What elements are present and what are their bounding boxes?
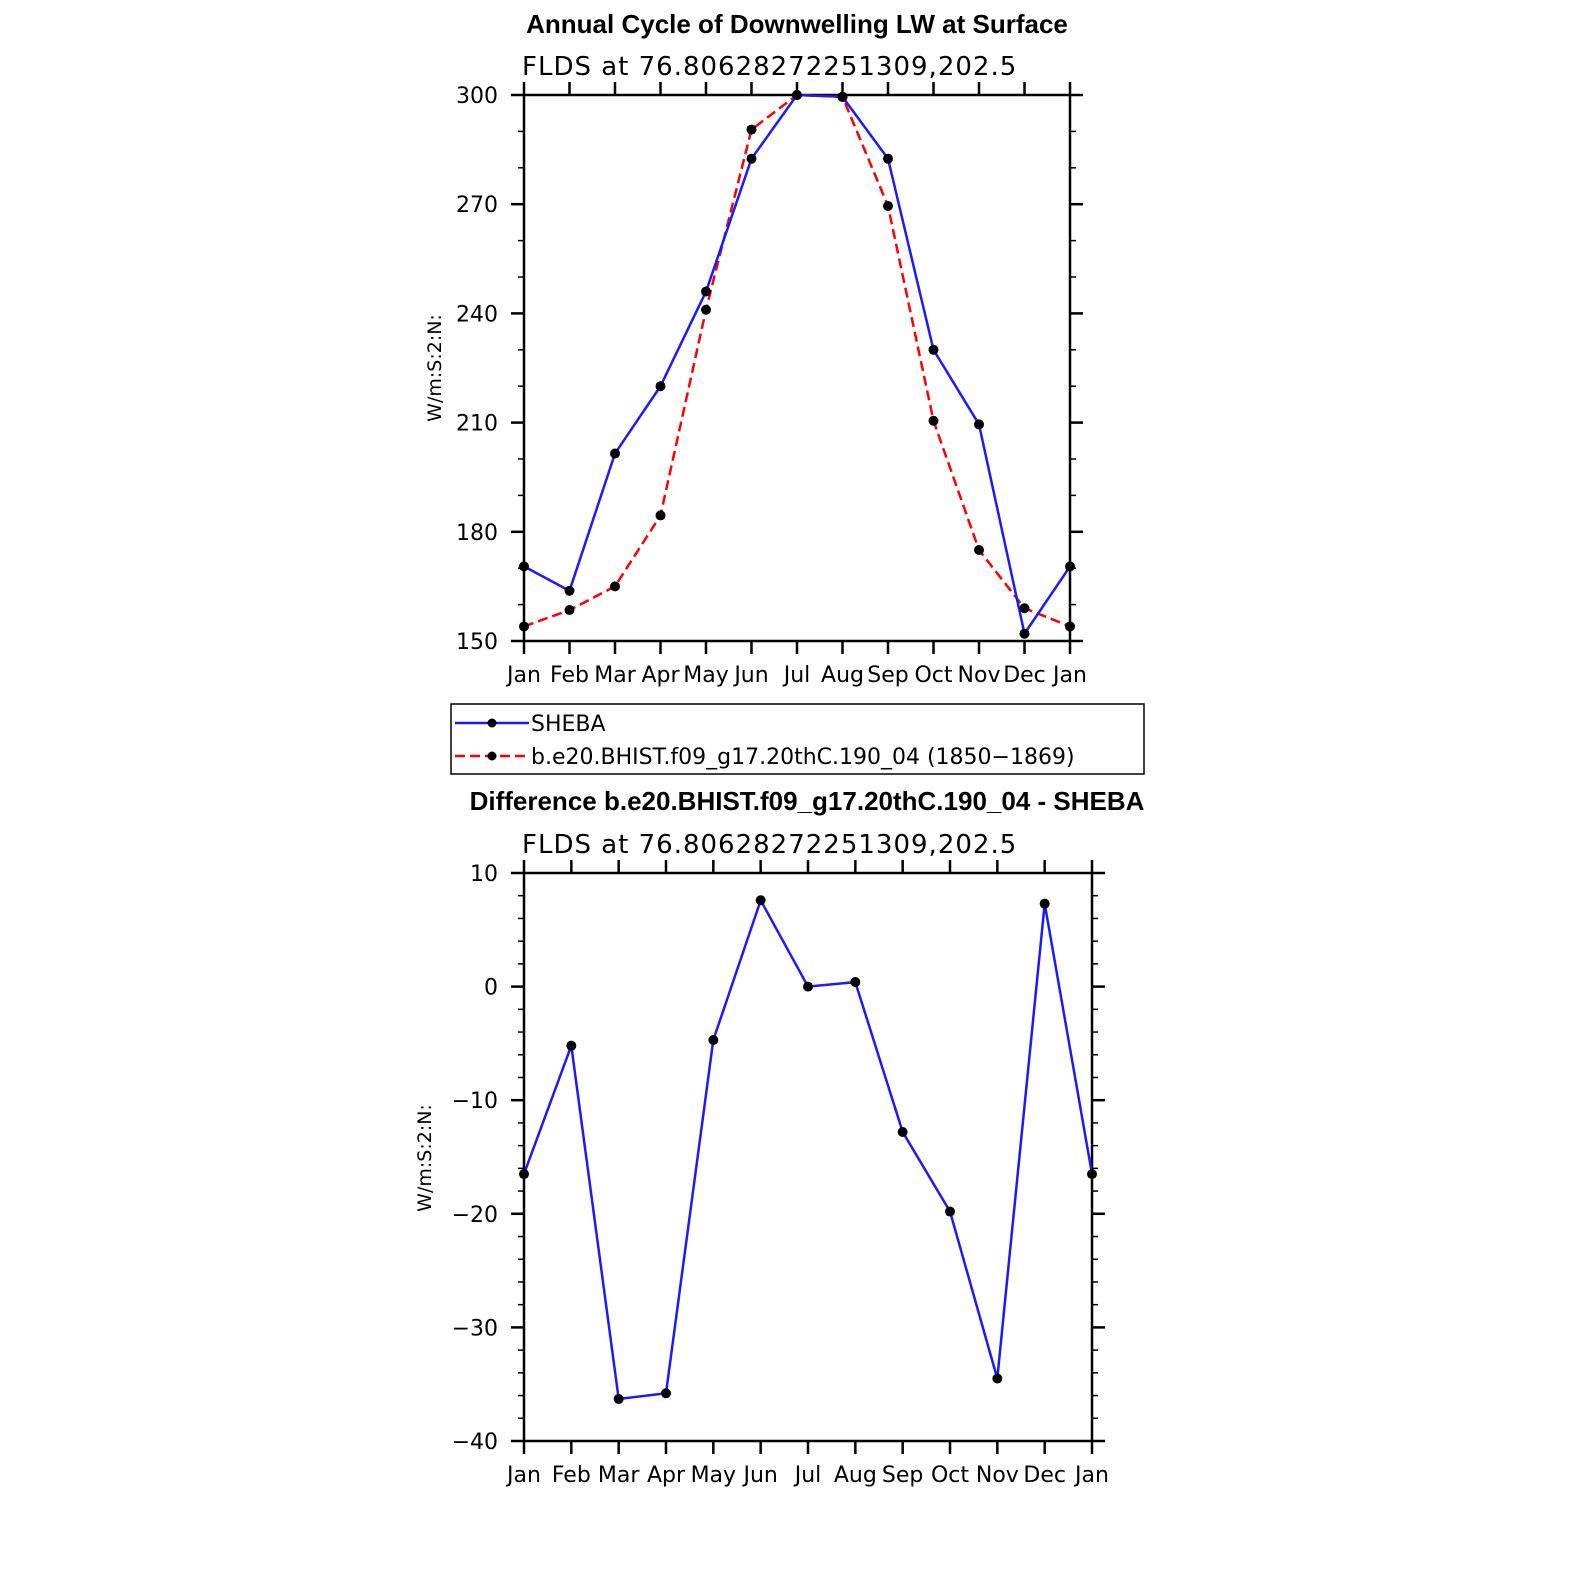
data-point <box>564 605 575 616</box>
data-point <box>974 545 984 555</box>
data-point <box>803 981 813 992</box>
legend-marker-sheba <box>487 718 497 728</box>
x-tick-label: Jan <box>505 1463 541 1488</box>
x-tick-label: Jul <box>793 1463 822 1488</box>
data-point <box>746 124 757 135</box>
data-point <box>755 895 766 906</box>
data-point <box>519 621 529 632</box>
chart-title: Annual Cycle of Downwelling LW at Surfac… <box>526 9 1068 39</box>
legend-box <box>450 703 1145 775</box>
x-tick-label: Oct <box>914 663 952 688</box>
x-tick-label: Dec <box>1023 1463 1066 1488</box>
data-point <box>519 1169 529 1180</box>
data-point <box>850 977 861 988</box>
x-tick-label: Nov <box>976 1463 1019 1488</box>
y-tick-label: 300 <box>456 84 498 109</box>
x-tick-label: Jun <box>741 1463 777 1488</box>
x-tick-label: Feb <box>552 1463 591 1488</box>
x-tick-label: Mar <box>598 1463 640 1488</box>
data-point <box>701 304 711 315</box>
legend-label-sheba: SHEBA <box>531 712 606 737</box>
x-tick-label: Apr <box>641 663 680 688</box>
x-tick-label: May <box>683 663 728 688</box>
data-point <box>519 561 529 572</box>
data-point <box>655 381 666 392</box>
y-tick-label: 10 <box>470 862 498 887</box>
x-tick-label: Feb <box>550 663 589 688</box>
y-tick-label: −40 <box>452 1430 498 1455</box>
data-point <box>792 90 802 100</box>
data-point <box>1019 628 1030 639</box>
chart-subtitle: FLDS at 76.80628272251309,202.5 <box>522 830 1017 860</box>
x-tick-label: Nov <box>958 663 1001 688</box>
y-tick-label: 240 <box>456 302 498 327</box>
x-tick-label: Sep <box>882 1463 923 1488</box>
y-tick-label: 150 <box>456 630 498 655</box>
series-line <box>522 897 1094 1401</box>
legend-marker-model <box>487 751 497 761</box>
plot-frame <box>522 871 1094 1443</box>
data-point <box>746 153 757 164</box>
x-tick-label: Apr <box>647 1463 686 1488</box>
x-tick-label: Jul <box>782 663 811 688</box>
data-point <box>1087 1169 1097 1180</box>
data-point <box>613 1393 624 1404</box>
data-point <box>566 1040 577 1051</box>
x-tick-label: Jan <box>1073 1463 1109 1488</box>
plot-area: −40 −30 −20 −10 0 10 Jan Feb Mar Apr May Jun Jul Aug S… <box>452 860 1109 1488</box>
data-point <box>661 1388 671 1399</box>
data-point <box>928 415 939 426</box>
x-tick-label: Jun <box>732 663 768 688</box>
series-line <box>523 93 1072 637</box>
legend-entry-model: b.e20.BHIST.f09_g17.20thC.190_04 (1850−1… <box>455 745 1075 770</box>
data-point <box>1019 603 1030 614</box>
y-tick-label: 0 <box>484 976 498 1001</box>
x-tick-label: Mar <box>594 663 636 688</box>
data-point <box>610 581 620 592</box>
x-tick-label: May <box>691 1463 736 1488</box>
legend: SHEBA b.e20.BHIST.f09_g17.20thC.190_04 (… <box>450 703 1145 775</box>
data-point <box>610 448 620 459</box>
y-tick-label: −30 <box>452 1316 498 1341</box>
y-axis-label: W/m:S:2:N: <box>424 314 446 422</box>
x-tick-label: Oct <box>931 1463 969 1488</box>
data-point <box>945 1206 955 1217</box>
data-point <box>992 1373 1003 1384</box>
chart-title: Difference b.e20.BHIST.f09_g17.20thC.190… <box>470 786 1145 816</box>
y-tick-label: 270 <box>456 193 498 218</box>
y-tick-label: −20 <box>452 1203 498 1228</box>
data-point <box>883 153 893 164</box>
y-axis-label: W/m:S:2:N: <box>414 1104 436 1212</box>
x-tick-label: Dec <box>1003 663 1046 688</box>
annual-cycle-chart: Annual Cycle of Downwelling LW at Surfac… <box>424 9 1087 688</box>
data-point <box>655 510 666 521</box>
x-tick-label: Sep <box>867 663 908 688</box>
data-point <box>897 1127 908 1138</box>
data-point <box>837 91 848 102</box>
x-tick-label: Aug <box>821 663 864 688</box>
data-point <box>708 1034 719 1045</box>
plot-frame <box>522 93 1072 643</box>
y-tick-label: −10 <box>452 1089 498 1114</box>
data-point <box>883 201 893 212</box>
x-tick-label: Jan <box>1051 663 1087 688</box>
difference-chart: Difference b.e20.BHIST.f09_g17.20thC.190… <box>414 786 1145 1488</box>
chart-subtitle: FLDS at 76.80628272251309,202.5 <box>522 52 1017 82</box>
data-point <box>564 585 575 596</box>
y-tick-label: 210 <box>456 412 498 437</box>
series-line <box>523 93 1071 628</box>
data-point <box>1065 561 1075 572</box>
data-point <box>928 344 939 355</box>
legend-label-model: b.e20.BHIST.f09_g17.20thC.190_04 (1850−1… <box>531 745 1075 770</box>
data-point <box>974 419 984 430</box>
plot-area: 150 180 210 240 270 300 Jan Feb Mar Apr May Jun Jul A… <box>456 82 1087 688</box>
x-tick-label: Aug <box>834 1463 877 1488</box>
data-point <box>701 286 711 297</box>
data-point <box>1039 898 1050 909</box>
data-point <box>1065 621 1075 632</box>
x-tick-label: Jan <box>505 663 541 688</box>
y-tick-label: 180 <box>456 521 498 546</box>
legend-entry-sheba: SHEBA <box>455 712 606 737</box>
